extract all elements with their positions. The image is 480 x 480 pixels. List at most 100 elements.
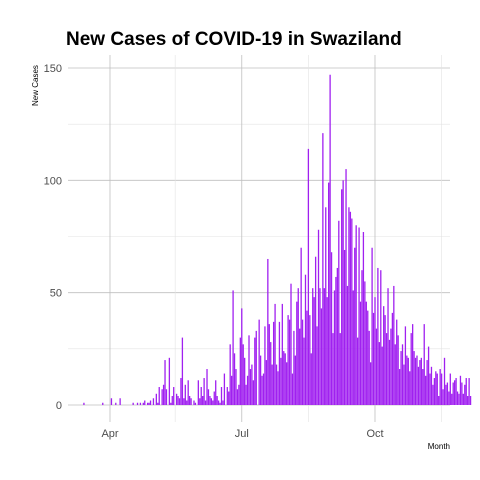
bar xyxy=(403,364,405,405)
bar xyxy=(371,247,373,405)
bar xyxy=(310,353,312,405)
y-tick-label: 50 xyxy=(50,288,62,300)
bar xyxy=(222,400,224,405)
bar xyxy=(177,396,179,405)
bar xyxy=(438,396,440,405)
bar xyxy=(132,402,134,405)
bar xyxy=(427,346,430,405)
bar xyxy=(446,382,449,405)
y-tick-label: 100 xyxy=(44,175,62,187)
bar xyxy=(184,384,186,405)
bar xyxy=(365,301,367,405)
bar xyxy=(268,324,270,405)
bar xyxy=(354,247,356,405)
bar xyxy=(368,330,370,405)
bar xyxy=(316,326,318,405)
bar xyxy=(407,357,409,405)
bar xyxy=(378,342,380,405)
bar xyxy=(448,391,450,405)
bar xyxy=(355,225,357,405)
bar xyxy=(375,328,378,405)
y-tick-label: 0 xyxy=(56,400,62,412)
bar xyxy=(200,387,202,405)
bar xyxy=(372,312,375,405)
bar xyxy=(349,211,352,405)
bar xyxy=(342,180,344,405)
bar xyxy=(322,133,324,405)
bar xyxy=(406,355,408,405)
bar xyxy=(83,402,85,405)
bar xyxy=(264,326,266,405)
bar xyxy=(281,303,283,405)
bar xyxy=(110,398,113,405)
bar xyxy=(388,339,391,405)
bar xyxy=(168,357,171,405)
bar xyxy=(459,375,462,405)
bar xyxy=(328,182,330,405)
bar xyxy=(255,330,257,405)
bar xyxy=(440,373,443,405)
bar xyxy=(333,290,336,405)
bar xyxy=(152,398,155,405)
bar xyxy=(164,360,166,405)
bar xyxy=(420,357,422,405)
bar xyxy=(456,391,459,405)
bar xyxy=(404,326,407,405)
bar xyxy=(468,378,470,405)
bar xyxy=(462,393,464,405)
bar xyxy=(149,400,152,405)
bar xyxy=(461,382,463,405)
bar xyxy=(270,342,272,405)
bar xyxy=(197,380,199,405)
bar xyxy=(277,371,279,405)
bar xyxy=(325,207,327,405)
bar xyxy=(419,360,421,405)
bar xyxy=(272,321,275,405)
bar xyxy=(173,387,175,405)
bar xyxy=(210,398,213,405)
bar xyxy=(413,351,415,405)
bar xyxy=(467,396,469,405)
bar xyxy=(339,333,341,405)
bar xyxy=(426,360,428,405)
bar xyxy=(393,285,395,405)
bar xyxy=(400,351,402,405)
bar xyxy=(429,373,431,405)
bar xyxy=(416,355,418,405)
bar xyxy=(147,402,149,405)
bar xyxy=(102,402,104,405)
bar xyxy=(412,324,414,405)
bar xyxy=(410,333,412,405)
bar xyxy=(259,355,262,405)
bar xyxy=(203,378,205,405)
bar xyxy=(178,398,181,405)
bar xyxy=(439,369,441,405)
bar xyxy=(346,285,349,405)
bar xyxy=(300,247,302,405)
bar xyxy=(313,297,315,405)
bar xyxy=(433,378,436,405)
bar xyxy=(443,357,446,405)
bar xyxy=(294,355,296,405)
bar xyxy=(359,301,362,405)
bar xyxy=(267,258,269,405)
bar xyxy=(229,344,231,405)
bar xyxy=(380,270,382,405)
x-ticks: Apr Jul Oct xyxy=(101,428,383,440)
bar xyxy=(148,402,150,405)
bar xyxy=(284,353,286,405)
bar xyxy=(383,306,385,405)
x-tick-label: Oct xyxy=(366,428,383,440)
bar xyxy=(314,256,317,405)
bar xyxy=(262,373,265,405)
bar xyxy=(207,389,210,405)
x-axis-label: Month xyxy=(428,442,450,451)
bar xyxy=(409,371,411,405)
bar xyxy=(254,337,256,405)
bar xyxy=(165,389,168,405)
bar xyxy=(238,384,240,405)
bar xyxy=(452,382,454,405)
bar xyxy=(445,384,447,405)
bar xyxy=(336,267,338,405)
